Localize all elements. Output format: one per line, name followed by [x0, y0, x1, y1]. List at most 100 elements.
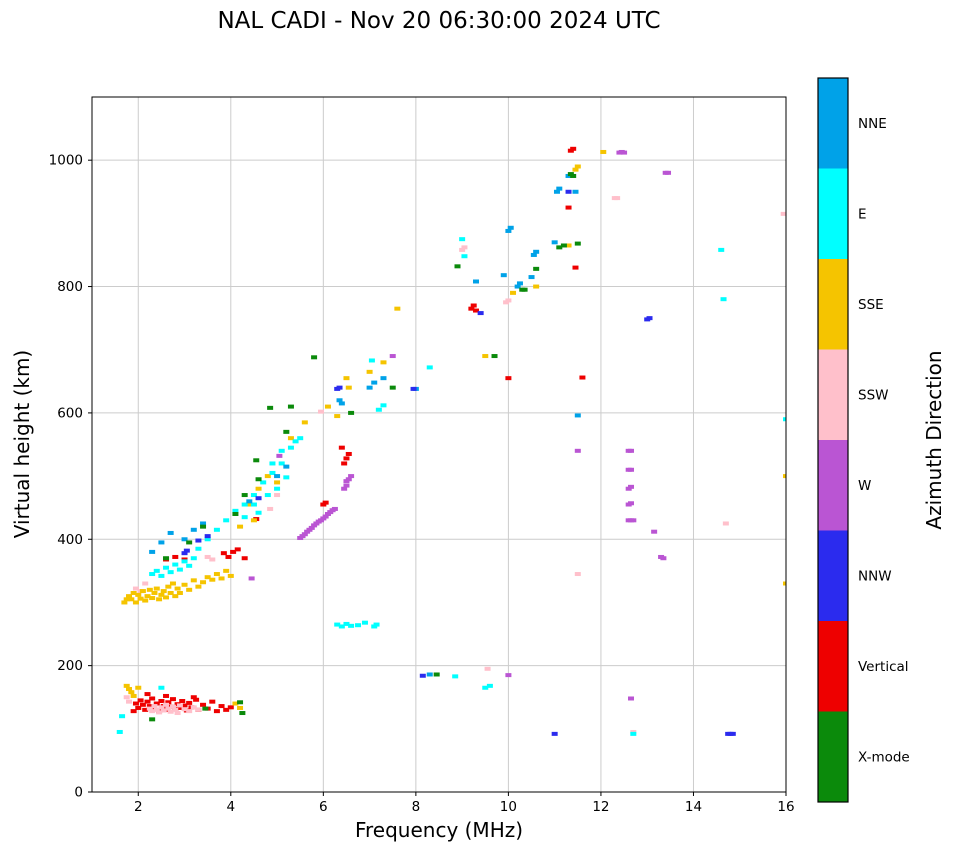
data-point	[167, 590, 174, 595]
data-point	[186, 540, 193, 545]
data-point	[491, 354, 498, 359]
data-point	[628, 448, 635, 453]
data-point	[389, 385, 396, 390]
data-point	[153, 568, 160, 573]
colorbar-category-label: NNE	[858, 116, 887, 132]
data-point	[225, 554, 232, 559]
data-point	[163, 702, 170, 707]
x-tick-label: 6	[319, 799, 328, 815]
data-point	[348, 474, 355, 479]
data-point	[260, 480, 267, 485]
series-x-mode	[149, 172, 581, 722]
data-point	[237, 524, 244, 529]
data-point	[158, 685, 165, 690]
x-tick-label: 2	[134, 799, 143, 815]
data-point	[628, 467, 635, 472]
series-sse	[121, 149, 786, 710]
data-point	[172, 554, 179, 559]
data-point	[255, 486, 262, 491]
data-point	[614, 196, 621, 201]
data-point	[665, 170, 672, 175]
data-point	[278, 448, 285, 453]
data-point	[209, 577, 216, 582]
y-tick-label: 600	[57, 405, 83, 421]
data-point	[565, 189, 572, 194]
data-point	[551, 731, 558, 736]
data-point	[130, 709, 137, 714]
x-tick-label: 10	[500, 799, 517, 815]
data-point	[720, 297, 727, 302]
data-point	[348, 623, 355, 628]
data-point	[486, 683, 493, 688]
data-point	[167, 709, 174, 714]
data-point	[195, 707, 202, 712]
data-point	[410, 386, 417, 391]
x-tick-label: 14	[685, 799, 702, 815]
data-point	[274, 480, 281, 485]
data-point	[158, 540, 165, 545]
colorbar-category-label: W	[858, 478, 871, 494]
data-point	[239, 711, 246, 716]
data-point	[241, 493, 248, 498]
data-point	[368, 358, 375, 363]
figure-title: NAL CADI - Nov 20 06:30:00 2024 UTC	[217, 8, 661, 34]
data-point	[267, 506, 274, 511]
data-point	[167, 530, 174, 535]
data-point	[343, 376, 350, 381]
data-point	[510, 290, 517, 295]
colorbar-segment-ssw	[818, 349, 848, 441]
data-point	[459, 247, 466, 252]
data-point	[556, 186, 563, 191]
data-point	[146, 704, 153, 709]
data-point	[130, 590, 137, 595]
data-point	[218, 704, 225, 709]
colorbar-category-label: Vertical	[858, 659, 909, 675]
data-point	[348, 410, 355, 415]
colorbar-segment-vertical	[818, 621, 848, 712]
data-point	[149, 696, 156, 701]
data-point	[250, 518, 257, 523]
data-point	[274, 486, 281, 491]
data-point	[565, 243, 572, 248]
data-point	[132, 701, 139, 706]
data-point	[375, 407, 382, 412]
data-point	[530, 252, 537, 257]
y-tick-label: 200	[57, 658, 83, 674]
data-point	[181, 537, 188, 542]
data-point	[149, 596, 156, 601]
data-point	[144, 594, 151, 599]
data-point	[195, 546, 202, 551]
data-point	[565, 205, 572, 210]
data-point	[269, 461, 276, 466]
data-point	[459, 237, 466, 242]
data-point	[477, 311, 484, 316]
data-point	[202, 706, 209, 711]
data-point	[158, 573, 165, 578]
data-point	[482, 354, 489, 359]
data-point	[200, 524, 207, 529]
data-point	[139, 589, 146, 594]
data-point	[149, 717, 156, 722]
x-axis-label: Frequency (MHz)	[354, 818, 524, 842]
data-point	[156, 710, 163, 715]
data-point	[137, 698, 144, 703]
data-point	[345, 385, 352, 390]
data-point	[572, 265, 579, 270]
data-point	[572, 189, 579, 194]
data-point	[126, 699, 133, 704]
data-point	[292, 439, 299, 444]
data-point	[572, 167, 579, 172]
data-point	[533, 284, 540, 289]
data-point	[274, 474, 281, 479]
data-point	[223, 707, 230, 712]
data-point	[237, 705, 244, 710]
data-point	[718, 247, 725, 252]
data-point	[426, 672, 433, 677]
data-point	[151, 590, 158, 595]
data-point	[336, 385, 343, 390]
data-point	[507, 225, 514, 230]
data-point	[160, 589, 167, 594]
data-point	[560, 243, 567, 248]
data-point	[301, 420, 308, 425]
